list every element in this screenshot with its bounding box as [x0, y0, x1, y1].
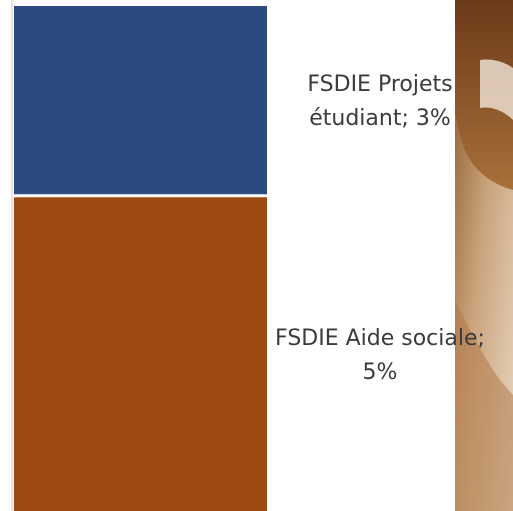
data-label-line: FSDIE Aide sociale;: [275, 326, 485, 351]
data-label-line: étudiant; 3%: [309, 106, 451, 131]
data-label-line: 5%: [363, 360, 398, 385]
bar-segment-0: [14, 197, 267, 511]
data-label-0: FSDIE Aide sociale; 5%: [275, 326, 485, 385]
person-photo: [455, 0, 513, 511]
bar-stack: [14, 6, 267, 511]
data-label-line: FSDIE Projets: [307, 72, 452, 97]
bar-segment-1: [14, 6, 267, 195]
data-labels: FSDIE Aide sociale; 5% FSDIE Projets étudia…: [275, 72, 485, 385]
data-label-1: FSDIE Projets étudiant; 3%: [307, 72, 452, 131]
